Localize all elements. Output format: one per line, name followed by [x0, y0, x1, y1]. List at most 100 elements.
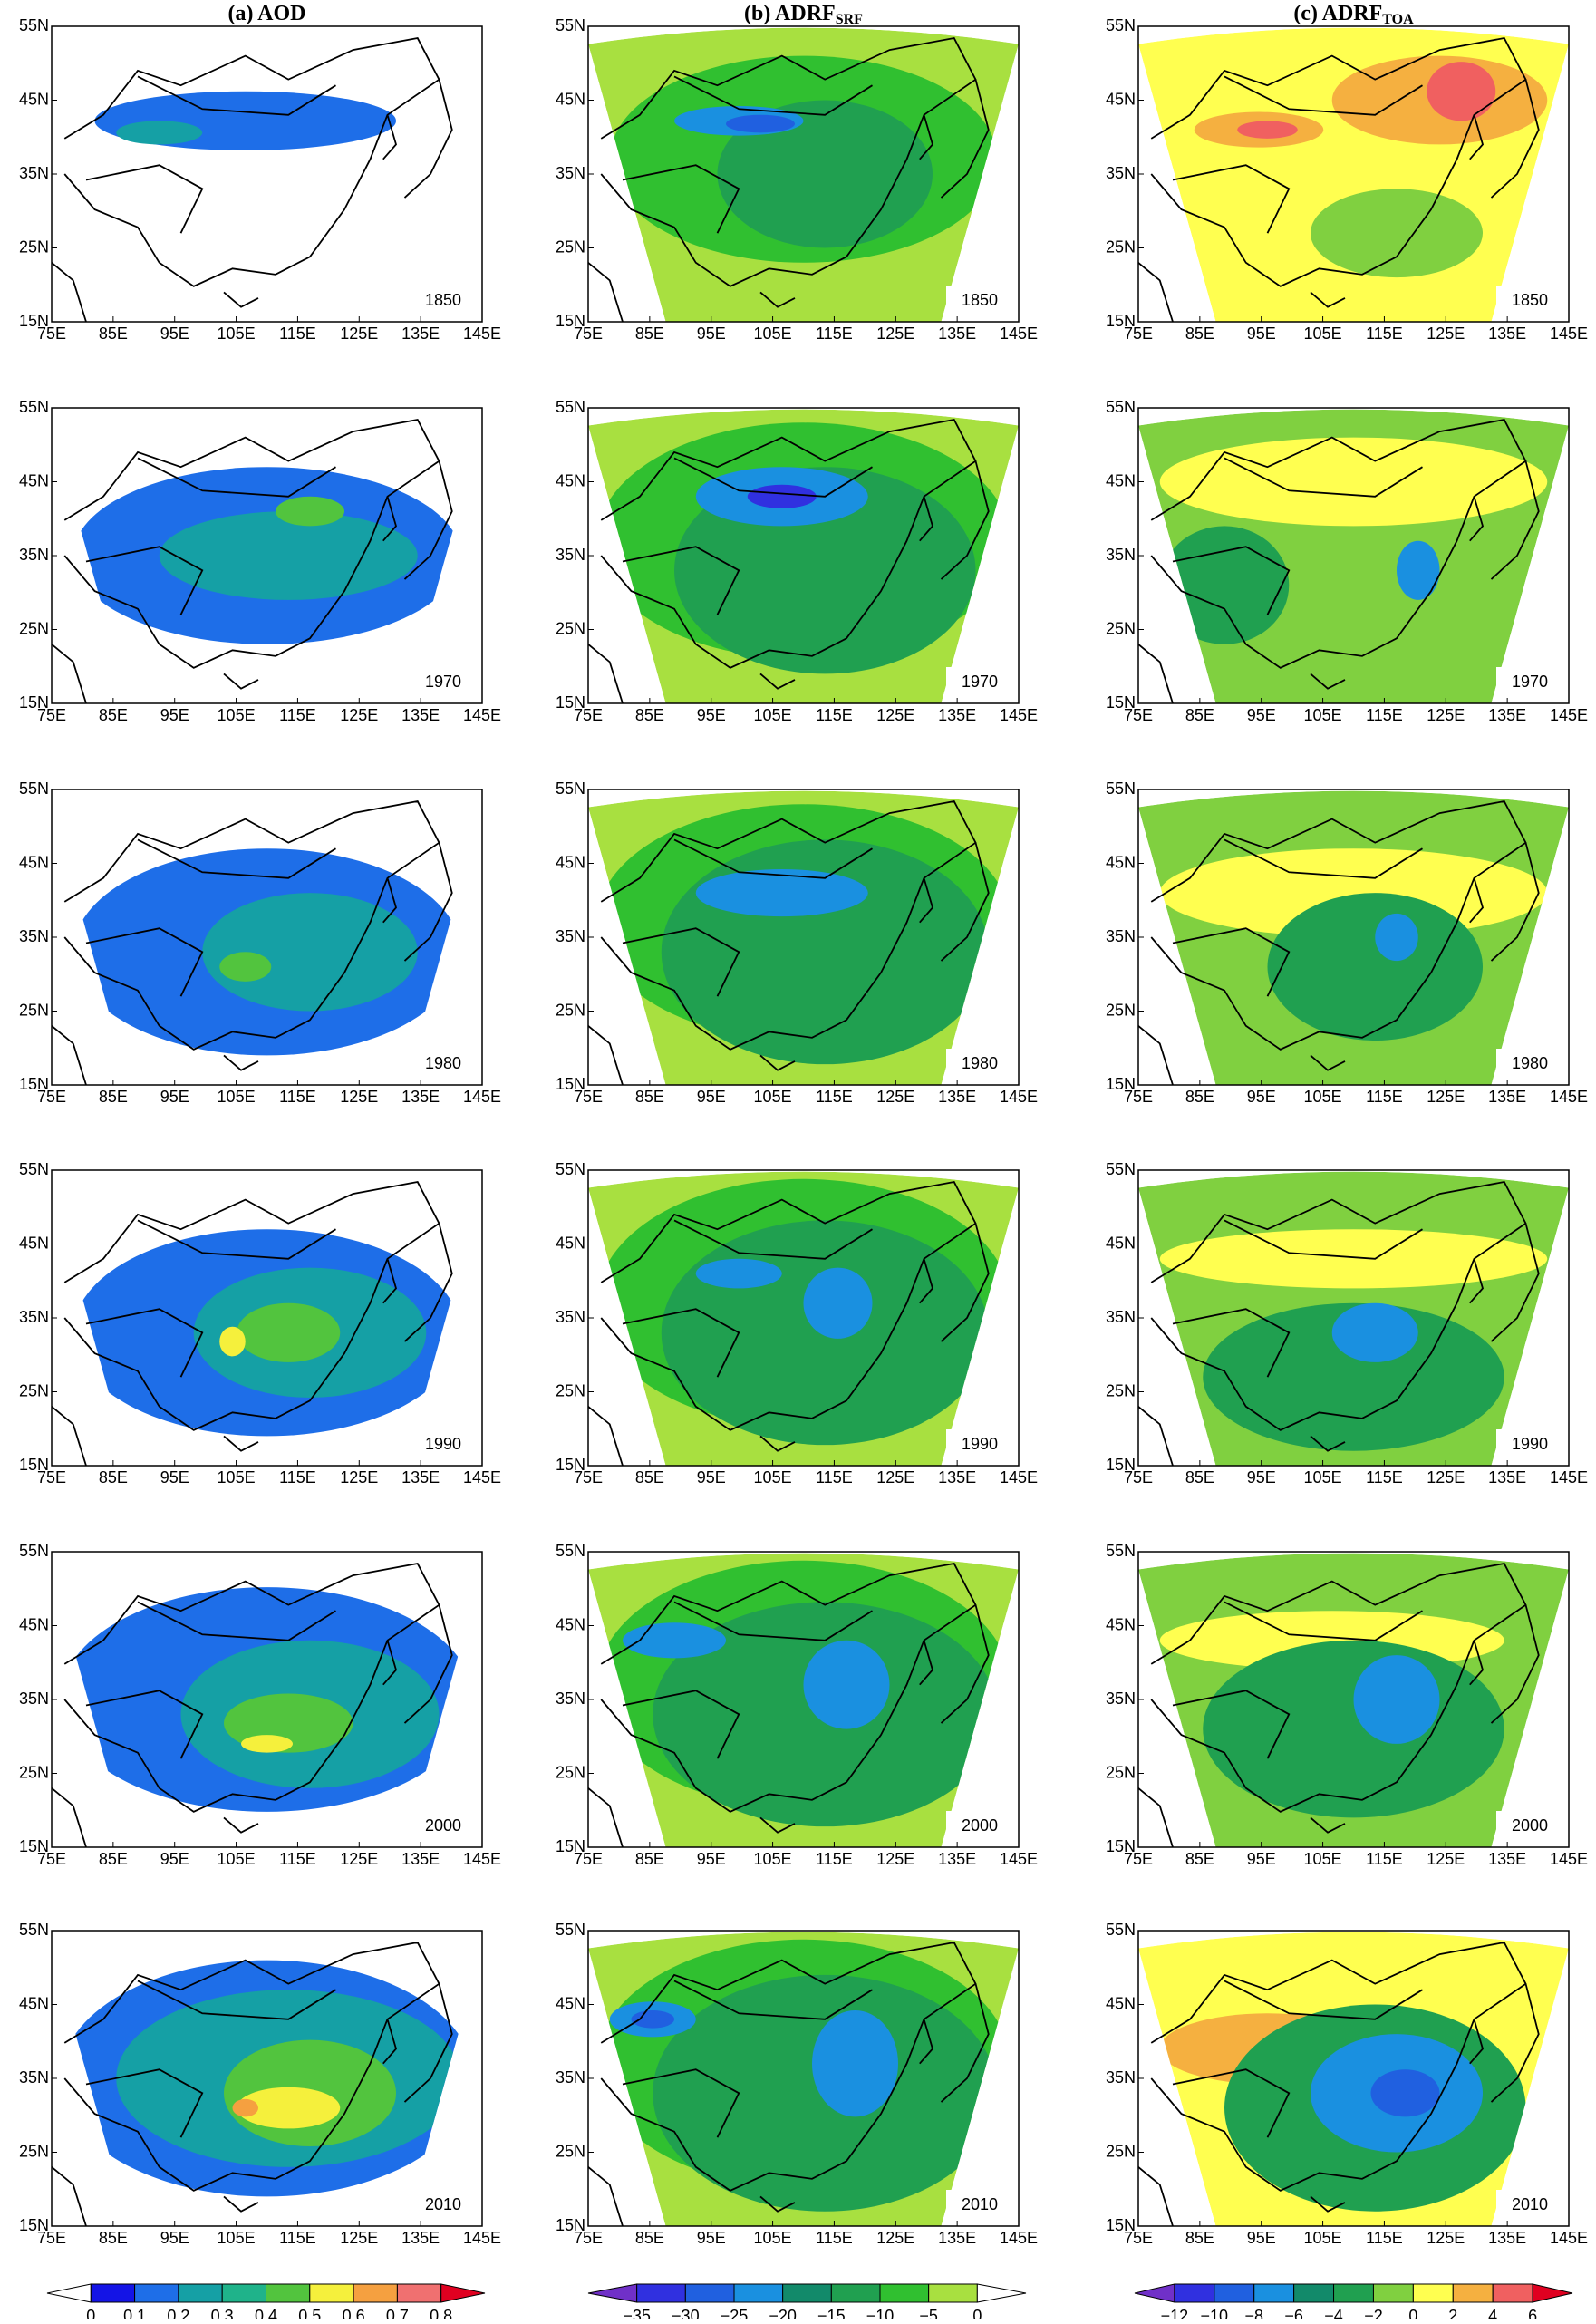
lon-label: 145E: [1550, 1468, 1588, 1486]
coastline: [1224, 838, 1423, 879]
lon-label: 75E: [574, 324, 603, 343]
year-box: [946, 286, 1013, 315]
map-panel: 15N 25N 35N 45N 55N 75E 85E 95E 105E 115E 125E 135E…: [1106, 1921, 1588, 2247]
coastline: [51, 262, 87, 323]
lat-label: 15N: [19, 1456, 49, 1474]
coastline: [600, 1181, 977, 1431]
lat-label: 35N: [19, 1690, 49, 1708]
coastline: [1310, 1054, 1346, 1071]
lon-label: 145E: [463, 1850, 501, 1868]
lon-label: 95E: [697, 2229, 726, 2247]
coastline: [759, 1054, 796, 1071]
coastline: [673, 1980, 873, 2020]
year-label: 2010: [962, 2195, 998, 2213]
coastline: [673, 1601, 873, 1641]
lon-label: 95E: [160, 1850, 189, 1868]
colorbar-segment: [1174, 2283, 1215, 2303]
field-contour: [241, 1735, 293, 1753]
lon-label: 125E: [1427, 1088, 1465, 1106]
lon-label: 145E: [1000, 1468, 1038, 1486]
coastline: [382, 1258, 398, 1304]
lat-label: 45N: [556, 1615, 585, 1633]
coastline: [63, 419, 440, 669]
coastline: [1490, 79, 1540, 199]
colorbar-segment: [879, 2283, 930, 2303]
coastline: [382, 2019, 398, 2065]
colorbar-segment: [178, 2283, 223, 2303]
lon-label: 125E: [876, 1850, 914, 1868]
map-panel: 15N 25N 35N 45N 55N 75E 85E 95E 105E 115E 125E 135E…: [1106, 1160, 1588, 1486]
year-box: [1496, 667, 1563, 696]
coastline: [1224, 1601, 1423, 1641]
lon-label: 105E: [1304, 1850, 1342, 1868]
colorbar-label: −35: [623, 2307, 651, 2319]
coastline: [85, 546, 204, 615]
year-label: 1990: [962, 1435, 998, 1453]
lon-label: 75E: [1124, 1468, 1153, 1486]
colorbar-segment: [440, 2283, 486, 2303]
year-box: [410, 1429, 477, 1458]
lat-label: 55N: [1106, 1542, 1136, 1560]
field: [588, 1553, 1019, 1847]
lon-label: 95E: [160, 2229, 189, 2247]
lat-label: 45N: [1106, 853, 1136, 871]
coastline: [1150, 800, 1527, 1051]
field: [1138, 1932, 1569, 2226]
lon-label: 105E: [754, 2229, 792, 2247]
field-contour: [747, 484, 817, 508]
colorbar-segment: [1532, 2283, 1573, 2303]
coastline: [1137, 262, 1174, 323]
lat-label: 25N: [1106, 1001, 1136, 1019]
coastline: [759, 1435, 796, 1452]
lat-label: 55N: [556, 398, 585, 416]
colorbar-segment: [684, 2283, 735, 2303]
colorbar-label: 4: [1488, 2307, 1497, 2319]
lon-label: 125E: [876, 1088, 914, 1106]
year-label: 1850: [962, 291, 998, 309]
colorbar-label: −5: [919, 2307, 938, 2319]
lon-label: 145E: [1000, 1088, 1038, 1106]
lat-label: 35N: [1106, 164, 1136, 182]
lat-label: 45N: [19, 90, 49, 108]
lat-label: 45N: [556, 90, 585, 108]
lat-label: 35N: [19, 164, 49, 182]
lon-label: 125E: [340, 1088, 378, 1106]
lat-label: 35N: [1106, 546, 1136, 564]
lon-label: 75E: [37, 2229, 66, 2247]
lon-label: 115E: [1366, 324, 1403, 343]
lon-label: 125E: [340, 1468, 378, 1486]
map-panel: 15N 25N 35N 45N 55N 75E 85E 95E 105E 115E 125E 135E…: [556, 1542, 1038, 1868]
field-contour: [1267, 893, 1483, 1041]
coastline: [587, 644, 624, 704]
coastline: [1310, 1435, 1346, 1452]
coastline: [1490, 1604, 1540, 1724]
year-label: 1990: [1512, 1435, 1548, 1453]
field-contour: [695, 1258, 782, 1289]
lon-label: 75E: [37, 1850, 66, 1868]
year-box: [946, 2190, 1013, 2219]
field-contour: [219, 1326, 246, 1357]
lon-label: 125E: [876, 2229, 914, 2247]
lon-label: 85E: [99, 706, 128, 724]
field-contour: [159, 511, 418, 600]
lat-label: 35N: [19, 546, 49, 564]
lat-label: 15N: [19, 312, 49, 330]
year-label: 2000: [1512, 1816, 1548, 1835]
field: [52, 1553, 482, 1847]
field-contour: [695, 869, 868, 917]
lat-label: 55N: [556, 16, 585, 34]
field-contour: [237, 1302, 341, 1362]
colorbar-segment: [636, 2283, 686, 2303]
year-label: 2000: [425, 1816, 461, 1835]
lon-label: 125E: [340, 1850, 378, 1868]
field-contour: [1237, 121, 1298, 139]
year-box: [410, 1049, 477, 1078]
lon-label: 105E: [754, 706, 792, 724]
year-label: 1970: [1512, 673, 1548, 691]
coastline: [85, 1690, 204, 1759]
coastline: [919, 496, 934, 542]
coastline: [403, 1604, 453, 1724]
map-panel: 15N 25N 35N 45N 55N 75E 85E 95E 105E 115E 125E 135E…: [19, 780, 501, 1106]
colorbar-label: −6: [1284, 2307, 1303, 2319]
